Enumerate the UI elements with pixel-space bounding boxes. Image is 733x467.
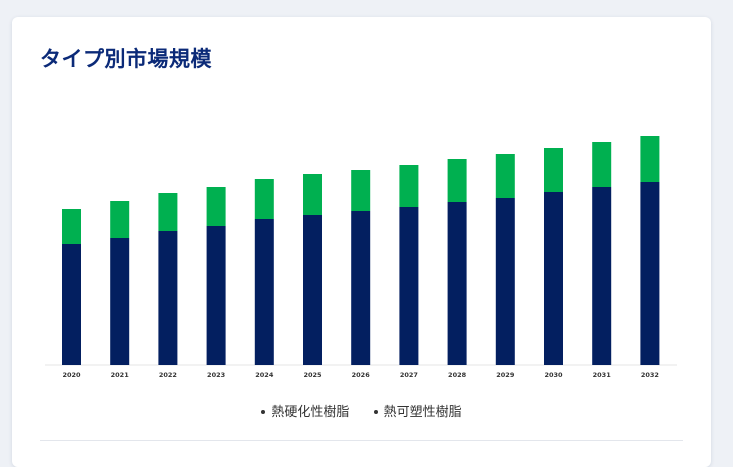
x-tick-label: 2020 bbox=[62, 371, 81, 379]
bar-thermoplastic-2030[interactable] bbox=[544, 148, 563, 192]
chart-title: タイプ別市場規模 bbox=[40, 47, 212, 71]
bar-thermoset-2028[interactable] bbox=[447, 202, 467, 365]
bar-thermoplastic-2024[interactable] bbox=[254, 179, 274, 219]
x-tick-label: 2029 bbox=[496, 371, 515, 379]
bar-thermoplastic-2021[interactable] bbox=[110, 201, 130, 238]
bar-thermoplastic-2020[interactable] bbox=[62, 209, 81, 244]
bar-thermoset-2031[interactable] bbox=[592, 187, 612, 365]
bar-thermoplastic-2026[interactable] bbox=[351, 170, 371, 211]
x-tick-label: 2021 bbox=[111, 371, 130, 379]
bar-thermoplastic-2032[interactable] bbox=[640, 136, 660, 182]
legend-bullet bbox=[261, 409, 266, 414]
chart-legend: 熱硬化性樹脂 熱可塑性樹脂 bbox=[12, 401, 711, 420]
x-tick-label: 2027 bbox=[400, 371, 418, 379]
legend-item-thermoplastic[interactable]: 熱可塑性樹脂 bbox=[373, 401, 462, 420]
bar-thermoset-2026[interactable] bbox=[351, 211, 371, 365]
x-tick-label: 2023 bbox=[207, 371, 225, 379]
x-tick-label: 2024 bbox=[255, 371, 274, 379]
market-size-card: タイプ別市場規模 2020 2021 2022 2023 2024 2025 2026 202… bbox=[12, 17, 711, 467]
bar-thermoset-2020[interactable] bbox=[62, 244, 81, 365]
bar-thermoset-2022[interactable] bbox=[158, 231, 178, 365]
bar-thermoplastic-2025[interactable] bbox=[303, 174, 322, 215]
x-tick-label: 2026 bbox=[352, 371, 371, 379]
bar-thermoplastic-2027[interactable] bbox=[399, 165, 419, 207]
x-tick-label: 2032 bbox=[641, 371, 659, 379]
legend-label-thermoplastic: 熱可塑性樹脂 bbox=[383, 405, 462, 420]
x-tick-label: 2025 bbox=[303, 371, 322, 379]
card-divider bbox=[40, 440, 683, 441]
x-tick-label: 2031 bbox=[593, 371, 612, 379]
legend-bullet bbox=[373, 409, 378, 414]
bar-thermoplastic-2031[interactable] bbox=[592, 142, 612, 187]
bar-thermoplastic-2022[interactable] bbox=[158, 193, 178, 231]
bar-thermoplastic-2028[interactable] bbox=[447, 159, 467, 202]
bar-thermoset-2024[interactable] bbox=[254, 219, 274, 365]
x-tick-label: 2030 bbox=[544, 371, 563, 379]
bar-thermoset-2032[interactable] bbox=[640, 182, 660, 365]
legend-item-thermoset[interactable]: 熱硬化性樹脂 bbox=[261, 401, 349, 420]
x-tick-label: 2022 bbox=[159, 371, 177, 379]
bar-thermoset-2021[interactable] bbox=[110, 238, 130, 365]
bar-thermoset-2027[interactable] bbox=[399, 207, 419, 365]
stacked-bar-chart: 2020 2021 2022 2023 2024 2025 2026 2027 2028 2029… bbox=[45, 136, 677, 379]
bar-thermoset-2029[interactable] bbox=[495, 198, 515, 365]
x-tick-label: 2028 bbox=[448, 371, 467, 379]
legend-label-thermoset: 熱硬化性樹脂 bbox=[271, 405, 350, 420]
bar-thermoset-2023[interactable] bbox=[206, 226, 226, 365]
bar-thermoset-2030[interactable] bbox=[544, 192, 563, 365]
bar-thermoplastic-2029[interactable] bbox=[495, 154, 515, 198]
bar-thermoplastic-2023[interactable] bbox=[206, 187, 226, 226]
bar-thermoset-2025[interactable] bbox=[303, 215, 322, 365]
